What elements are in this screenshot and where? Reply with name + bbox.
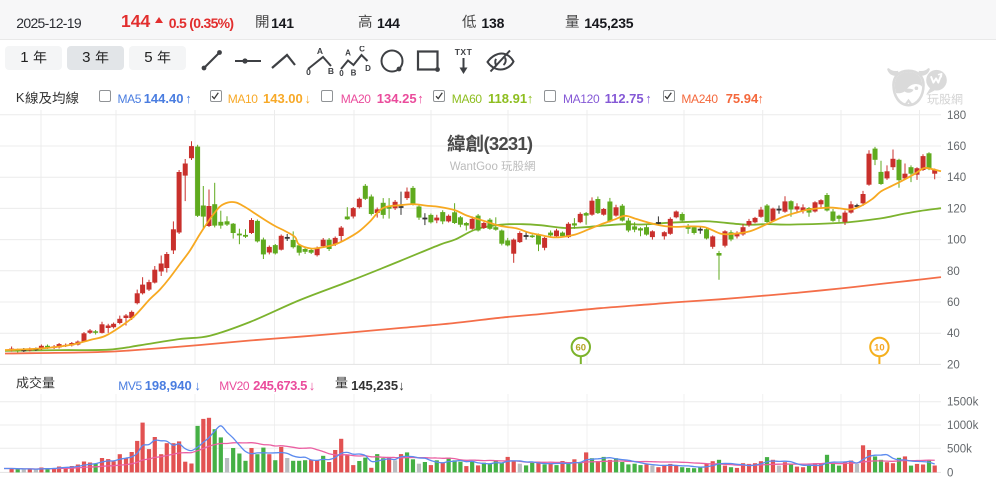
- svg-text:1000k: 1000k: [947, 420, 979, 432]
- svg-text:20: 20: [947, 359, 960, 371]
- svg-text:120: 120: [947, 203, 966, 215]
- svg-text:180: 180: [947, 110, 966, 122]
- svg-text:1500k: 1500k: [947, 397, 979, 409]
- svg-text:C: C: [359, 46, 365, 54]
- svg-text:TXT: TXT: [455, 47, 473, 57]
- svg-text:60: 60: [576, 343, 587, 354]
- svg-text:D: D: [365, 64, 371, 73]
- svg-text:160: 160: [947, 141, 966, 153]
- svg-text:500k: 500k: [947, 443, 972, 455]
- svg-text:60: 60: [947, 297, 960, 309]
- svg-text:A: A: [317, 46, 323, 56]
- svg-text:B: B: [351, 69, 357, 77]
- svg-text:0: 0: [306, 67, 311, 76]
- svg-text:0: 0: [947, 467, 953, 479]
- svg-text:80: 80: [947, 266, 960, 278]
- svg-text:B: B: [328, 66, 334, 76]
- svg-text:10: 10: [874, 343, 885, 354]
- svg-text:100: 100: [947, 235, 966, 247]
- svg-text:0: 0: [339, 69, 344, 76]
- svg-text:A: A: [345, 49, 351, 58]
- svg-text:140: 140: [947, 172, 966, 184]
- svg-text:40: 40: [947, 328, 960, 340]
